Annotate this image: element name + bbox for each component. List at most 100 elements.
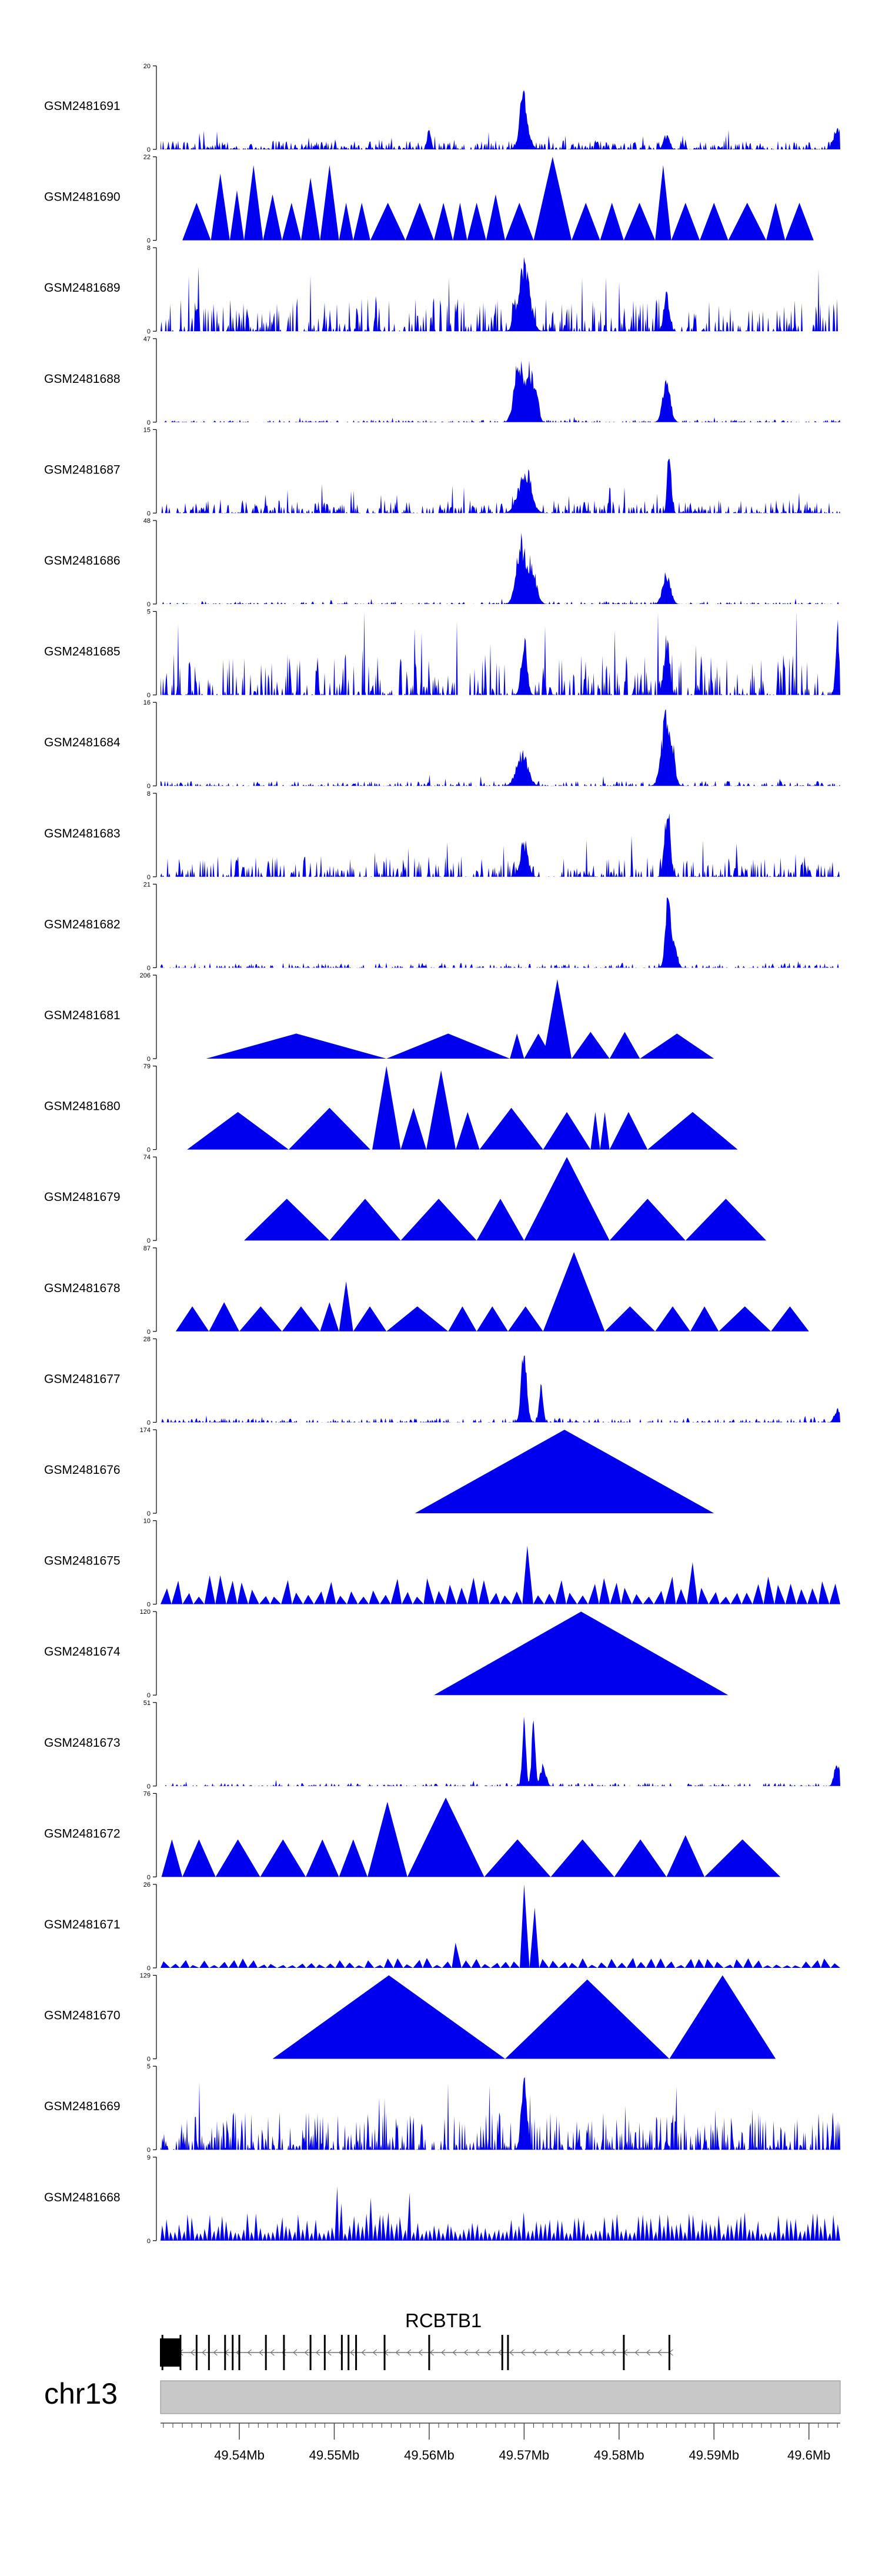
y-min-label: 0 <box>147 2147 151 2154</box>
signal-triangle <box>640 1033 714 1059</box>
y-max-label: 16 <box>143 699 151 706</box>
signal-area <box>161 813 840 877</box>
signal-triangle <box>685 1199 767 1241</box>
signal-triangle <box>433 202 453 241</box>
track-GSM2481689: GSM2481689 8 0 <box>44 245 840 335</box>
signal-triangle <box>476 1306 508 1332</box>
track-GSM2481686: GSM2481686 48 0 <box>44 518 840 608</box>
signal-triangle <box>386 1306 449 1332</box>
signal-triangle <box>288 1107 370 1150</box>
gene-name-label: RCBTB1 <box>405 2310 482 2331</box>
signal-triangle <box>479 1107 543 1150</box>
track-GSM2481676: GSM2481676 174 0 <box>44 1427 714 1517</box>
track-GSM2481680: GSM2481680 79 0 <box>44 1063 738 1154</box>
strand-arrow-icon <box>532 2349 537 2356</box>
signal-triangle <box>550 1839 614 1877</box>
signal-triangle <box>647 1112 738 1150</box>
signal-triangle <box>507 1306 543 1332</box>
y-max-label: 8 <box>147 245 151 252</box>
chromosome-ideogram <box>160 2380 841 2414</box>
x-tick-label: 49.54Mb <box>214 2448 265 2462</box>
gene-utr-block <box>160 2338 181 2367</box>
signal-triangle <box>161 1839 183 1877</box>
y-max-label: 47 <box>143 336 151 343</box>
signal-area <box>161 611 840 695</box>
signal-triangle <box>476 1199 524 1241</box>
track-GSM2481673: GSM2481673 51 0 <box>44 1700 840 1790</box>
track-label: GSM2481677 <box>44 1372 121 1386</box>
y-max-label: 129 <box>140 1973 151 1980</box>
signal-triangle <box>728 202 767 241</box>
signal-triangle <box>572 1032 610 1059</box>
track-GSM2481684: GSM2481684 16 0 <box>44 699 840 790</box>
track-label: GSM2481688 <box>44 372 121 386</box>
signal-triangle <box>215 1839 260 1877</box>
signal-area <box>161 1884 840 1968</box>
strand-arrow-icon <box>270 2349 275 2356</box>
y-min-label: 0 <box>147 510 151 517</box>
signal-triangle <box>263 194 282 241</box>
signal-triangle <box>609 1199 686 1241</box>
signal-triangle <box>453 202 467 241</box>
signal-triangle <box>426 1070 456 1150</box>
track-label: GSM2481684 <box>44 736 121 749</box>
track-GSM2481672: GSM2481672 76 0 <box>44 1790 781 1881</box>
strand-arrow-icon <box>554 2349 560 2356</box>
y-max-label: 26 <box>143 1881 151 1888</box>
signal-area <box>161 897 840 968</box>
signal-triangle <box>543 1112 591 1150</box>
y-min-label: 0 <box>147 2056 151 2063</box>
y-min-label: 0 <box>147 1601 151 1609</box>
y-max-label: 206 <box>140 972 151 979</box>
signal-triangle <box>182 202 211 241</box>
signal-triangle <box>505 202 534 241</box>
y-max-label: 87 <box>143 1245 151 1252</box>
track-label: GSM2481687 <box>44 463 121 476</box>
strand-arrow-icon <box>361 2349 366 2356</box>
gene-exon <box>309 2335 312 2370</box>
y-max-label: 74 <box>143 1154 151 1161</box>
x-tick-label: 49.6Mb <box>787 2448 830 2462</box>
signal-area <box>161 2077 840 2150</box>
y-max-label: 8 <box>147 790 151 798</box>
y-max-label: 9 <box>147 2154 151 2161</box>
strand-arrow-icon <box>395 2349 400 2356</box>
y-min-label: 0 <box>147 238 151 245</box>
signal-triangle <box>372 1066 401 1150</box>
y-min-label: 0 <box>147 965 151 972</box>
signal-triangle <box>282 1306 320 1332</box>
signal-triangle <box>206 1033 387 1059</box>
signal-triangle <box>329 1199 401 1241</box>
strand-arrow-icon <box>520 2349 525 2356</box>
strand-arrow-icon <box>293 2349 298 2356</box>
gene-exon <box>238 2335 240 2370</box>
x-tick-label: 49.55Mb <box>309 2448 360 2462</box>
gene-exon <box>265 2335 267 2370</box>
signal-triangle <box>244 1199 330 1241</box>
gene-exon <box>283 2335 285 2370</box>
gene-exon <box>348 2335 350 2370</box>
y-min-label: 0 <box>147 146 151 154</box>
strand-arrow-icon <box>213 2349 218 2356</box>
track-label: GSM2481671 <box>44 1918 121 1931</box>
signal-triangle <box>415 1430 714 1513</box>
signal-area <box>161 256 840 332</box>
strand-arrow-icon <box>429 2349 434 2356</box>
track-GSM2481687: GSM2481687 15 0 <box>44 426 840 517</box>
x-tick-label: 49.58Mb <box>594 2448 644 2462</box>
gene-exon <box>195 2335 198 2370</box>
track-label: GSM2481669 <box>44 2100 121 2113</box>
signal-area <box>161 458 840 513</box>
track-GSM2481671: GSM2481671 26 0 <box>44 1881 840 1972</box>
signal-triangle <box>785 202 814 241</box>
signal-triangle <box>614 1839 667 1877</box>
track-GSM2481674: GSM2481674 120 0 <box>44 1609 729 1699</box>
strand-arrow-icon <box>634 2349 639 2356</box>
strand-arrow-icon <box>657 2349 662 2356</box>
strand-arrow-icon <box>372 2349 377 2356</box>
signal-triangle <box>524 1157 610 1241</box>
y-min-label: 0 <box>147 328 151 335</box>
signal-triangle <box>211 173 230 241</box>
signal-triangle <box>386 1033 510 1059</box>
signal-triangle <box>400 1107 427 1150</box>
